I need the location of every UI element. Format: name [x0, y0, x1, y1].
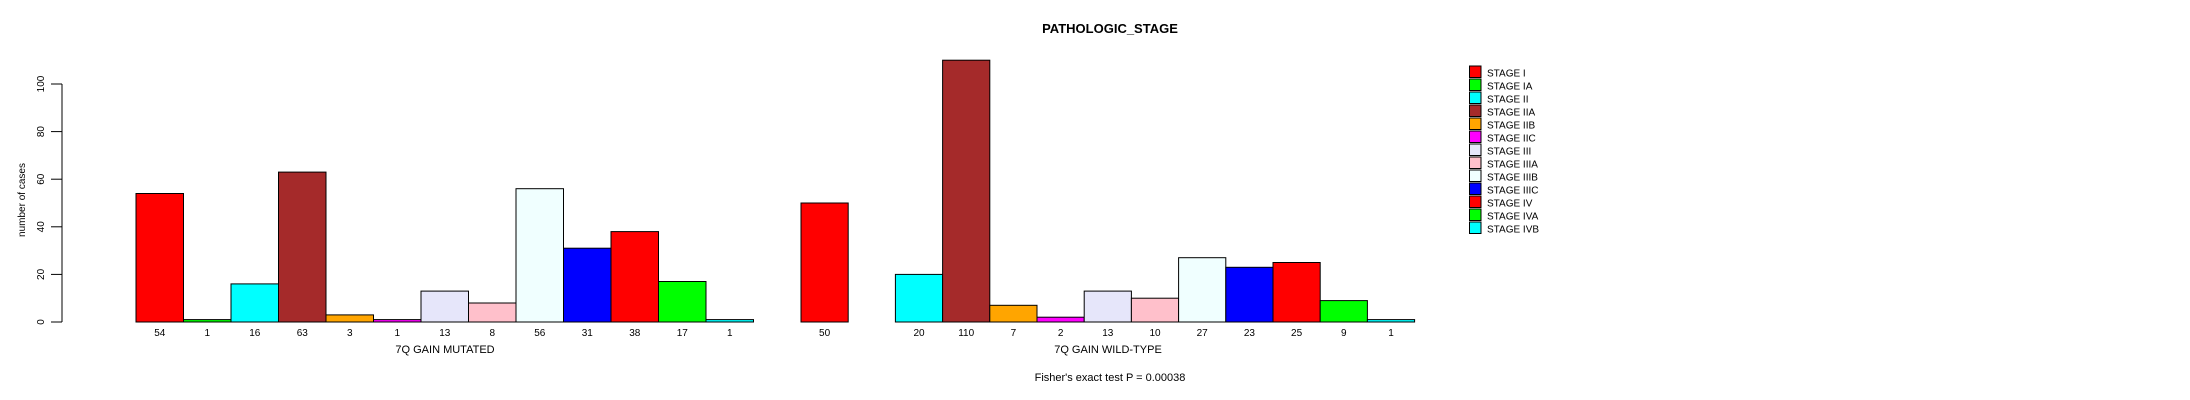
bar-value-label: 110 — [958, 328, 974, 339]
bar-value-label: 54 — [154, 328, 166, 339]
legend-item-label: STAGE IIB — [1487, 121, 1535, 132]
legend-swatch-stage-i — [1469, 65, 1482, 78]
bar-value-label: 1 — [205, 328, 211, 339]
x-axis-label-mutated: 7Q GAIN MUTATED — [395, 344, 494, 356]
legend-swatch-stage-ivb — [1469, 221, 1482, 234]
bar-7q-gain-wild-type-stage-ivb — [1366, 319, 1416, 323]
legend-item-label: STAGE IIIC — [1487, 186, 1539, 197]
bar-value-label: 1 — [727, 328, 733, 339]
legend-item-label: STAGE IIIA — [1487, 160, 1538, 171]
legend-swatch-stage-iib — [1469, 117, 1482, 130]
legend-swatch-stage-ia — [1469, 78, 1482, 91]
legend-swatch-stage-iv — [1469, 195, 1482, 208]
legend-swatch-stage-iia — [1469, 104, 1482, 117]
bar-value-label: 38 — [629, 328, 641, 339]
bar-value-label: 63 — [297, 328, 309, 339]
bar-7q-gain-mutated-stage-ia — [183, 319, 232, 323]
legend-swatch-stage-iiic — [1469, 182, 1482, 195]
y-tick-label: 100 — [36, 75, 47, 92]
bar-7q-gain-mutated-stage-iib — [325, 314, 374, 323]
fisher-exact-test-result: Fisher's exact test P = 0.00038 — [1035, 372, 1186, 384]
bar-value-label: 27 — [1197, 328, 1209, 339]
y-tick-label: 0 — [36, 319, 47, 325]
bar-7q-gain-wild-type-stage-ii — [894, 273, 944, 323]
bar-value-label: 16 — [249, 328, 261, 339]
bar-value-label: 13 — [1102, 328, 1114, 339]
y-tick-label: 40 — [36, 221, 47, 233]
bar-value-label: 25 — [1291, 328, 1303, 339]
bar-7q-gain-mutated-stage-iic — [373, 319, 422, 323]
x-axis-label-wild-type: 7Q GAIN WILD-TYPE — [1054, 344, 1162, 356]
bar-7q-gain-mutated-stage-iia — [278, 171, 327, 323]
bar-value-label: 56 — [534, 328, 546, 339]
bar-value-label: 2 — [1058, 328, 1064, 339]
bar-7q-gain-mutated-stage-iiia — [468, 302, 517, 323]
bar-7q-gain-wild-type-stage-i — [800, 202, 849, 323]
legend-item-label: STAGE IVA — [1487, 212, 1539, 223]
bar-value-label: 20 — [913, 328, 925, 339]
legend-item-label: STAGE IV — [1487, 199, 1533, 210]
bar-value-label: 17 — [677, 328, 689, 339]
bar-7q-gain-wild-type-stage-iva — [1319, 300, 1368, 323]
bar-value-label: 31 — [582, 328, 594, 339]
legend-item-label: STAGE IIC — [1487, 134, 1536, 145]
bar-value-label: 8 — [490, 328, 496, 339]
chart-title: PATHOLOGIC_STAGE — [1042, 21, 1178, 36]
y-tick-label: 60 — [36, 173, 47, 185]
bars-7q-gain-mutated: 54 1 16 63 3 1 13 8 56 31 38 17 1 — [135, 171, 754, 339]
legend-swatch-stage-iiib — [1469, 169, 1482, 182]
bars-7q-gain-wild-type: 50 20 110 7 2 13 10 27 23 25 9 1 — [800, 59, 1416, 339]
legend-item-label: STAGE IVB — [1487, 225, 1539, 236]
legend-swatch-stage-iic — [1469, 130, 1482, 143]
bar-7q-gain-mutated-stage-iv — [610, 231, 659, 323]
y-tick-label: 80 — [36, 126, 47, 138]
y-tick-label: 20 — [36, 268, 47, 280]
bar-value-label: 7 — [1011, 328, 1017, 339]
bar-7q-gain-wild-type-stage-iiia — [1130, 297, 1180, 323]
bar-7q-gain-mutated-stage-i — [135, 193, 184, 323]
bar-value-label: 50 — [819, 328, 831, 339]
bar-value-label: 3 — [347, 328, 353, 339]
bar-7q-gain-mutated-stage-ii — [230, 283, 279, 323]
bar-7q-gain-mutated-stage-iiib — [515, 188, 564, 323]
bar-value-label: 1 — [395, 328, 401, 339]
y-axis-title: number of cases — [17, 163, 28, 237]
legend-item-label: STAGE IA — [1487, 82, 1533, 93]
legend-item-label: STAGE IIA — [1487, 108, 1535, 119]
legend-swatch-stage-iiia — [1469, 156, 1482, 169]
bar-7q-gain-wild-type-stage-iiic — [1225, 266, 1274, 323]
legend-swatch-stage-ii — [1469, 91, 1482, 104]
bar-value-label: 9 — [1341, 328, 1347, 339]
bar-7q-gain-wild-type-stage-iv — [1272, 262, 1321, 323]
bar-7q-gain-mutated-stage-iiic — [563, 247, 612, 323]
bar-7q-gain-wild-type-stage-iii — [1083, 290, 1132, 323]
legend-swatch-stage-iii — [1469, 143, 1482, 156]
bar-7q-gain-wild-type-stage-iia — [942, 59, 991, 323]
legend-item-label: STAGE IIIB — [1487, 173, 1538, 184]
bar-value-label: 10 — [1149, 328, 1161, 339]
bar-7q-gain-mutated-stage-iii — [420, 290, 469, 323]
bar-7q-gain-mutated-stage-iva — [658, 281, 707, 323]
bar-value-label: 1 — [1388, 328, 1394, 339]
y-axis-ticks: 0 20 40 60 80 100 — [36, 75, 62, 325]
bar-7q-gain-wild-type-stage-iic — [1036, 316, 1085, 323]
legend-swatch-stage-iva — [1469, 208, 1482, 221]
bar-value-label: 23 — [1244, 328, 1256, 339]
bar-7q-gain-mutated-stage-ivb — [705, 319, 754, 323]
bar-7q-gain-wild-type-stage-iib — [989, 304, 1038, 323]
legend-item-label: STAGE I — [1487, 69, 1526, 80]
bar-7q-gain-wild-type-stage-iiib — [1178, 257, 1227, 323]
bar-value-label: 13 — [439, 328, 451, 339]
legend-item-label: STAGE III — [1487, 147, 1531, 158]
legend: STAGE I STAGE IA STAGE II STAGE IIA STAGE II… — [1469, 65, 1539, 236]
legend-item-label: STAGE II — [1487, 95, 1529, 106]
